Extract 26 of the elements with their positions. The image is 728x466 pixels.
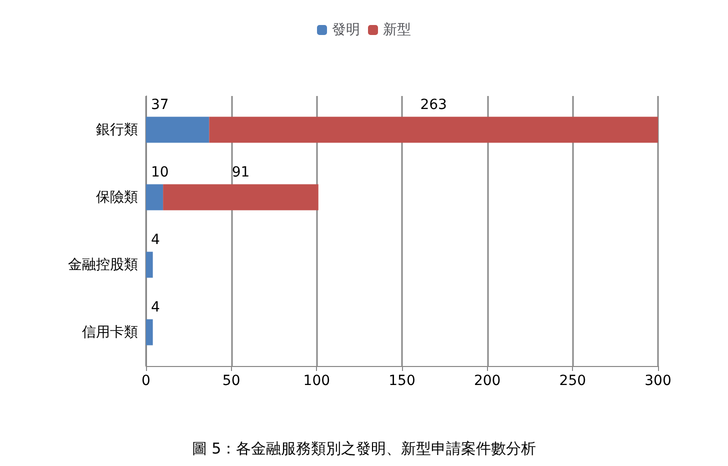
- bar: [146, 116, 210, 143]
- caption: 圖 5：各金融服務類別之發明、新型申請案件數分析: [192, 440, 536, 458]
- x-tick-label: 150: [388, 373, 416, 389]
- bar: [163, 184, 318, 210]
- x-tick-label: 50: [222, 373, 240, 389]
- bar: [146, 319, 153, 346]
- data-label: 4: [151, 232, 160, 248]
- data-label: 4: [151, 299, 160, 316]
- y-tick-label: 銀行類: [96, 122, 138, 138]
- x-tick-label: 100: [303, 373, 330, 389]
- x-tick-label: 0: [142, 373, 150, 389]
- bar: [209, 116, 658, 143]
- bar: [146, 252, 153, 278]
- data-label: 91: [232, 164, 250, 180]
- x-tick-label: 200: [474, 373, 501, 389]
- y-tick-label: 信用卡類: [82, 324, 138, 340]
- data-label: 263: [420, 96, 447, 113]
- legend-label: 新型: [383, 22, 411, 38]
- y-tick-label: 保險類: [96, 189, 138, 206]
- y-tick-label: 金融控股類: [68, 256, 138, 273]
- data-label: 37: [151, 96, 169, 113]
- bar: [146, 184, 164, 210]
- data-label: 10: [151, 164, 169, 180]
- x-tick-label: 250: [559, 373, 586, 389]
- x-tick-label: 300: [644, 373, 672, 389]
- legend-label: 發明: [332, 22, 360, 38]
